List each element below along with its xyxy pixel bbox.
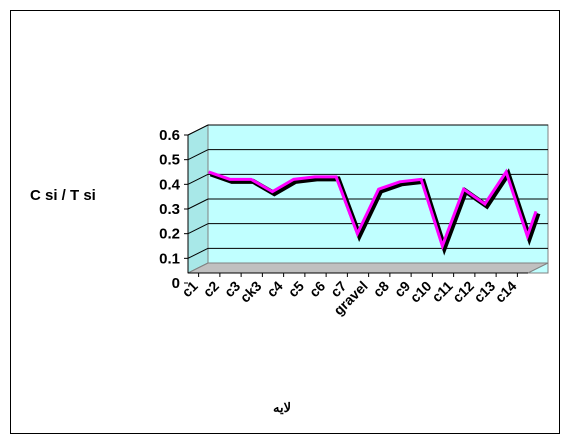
y-tick-label: 0.2	[159, 226, 180, 243]
gridline-side	[187, 247, 209, 259]
y-tick-label: 0	[172, 275, 180, 292]
gridline-side	[187, 223, 209, 235]
floor	[187, 262, 549, 274]
gridline-side	[187, 198, 209, 210]
y-tick-label: 0.3	[159, 201, 180, 218]
y-tick-label: 0.4	[159, 176, 181, 193]
y-tick-label: 0.1	[159, 250, 180, 267]
x-tick-label: c8	[370, 278, 392, 300]
plot-floor	[187, 262, 549, 274]
y-tick-label: 0.5	[159, 152, 180, 169]
side-wall	[187, 124, 209, 274]
y-tick-label: 0.6	[159, 127, 180, 144]
x-tick-label: c2	[200, 278, 222, 300]
x-tick-label: ck3	[237, 278, 265, 306]
gridline-side	[187, 173, 209, 185]
gridline-side	[187, 124, 209, 136]
x-tick-label: c6	[306, 278, 328, 300]
x-tick-label: c4	[263, 278, 285, 300]
x-tick-label: c14	[492, 278, 520, 306]
y-axis-label: C si / T si	[30, 187, 96, 204]
gridlines	[187, 124, 548, 259]
x-tick-labels: c1c2c3ck3c4c5c6c7gravelc8c9c10c11c12c13c…	[178, 273, 520, 318]
x-tick-label: c1	[178, 278, 200, 300]
gridline-side	[187, 149, 209, 161]
axes	[187, 135, 528, 274]
y-tick-labels: 0 0.1 0.2 0.3 0.4 0.5 0.6	[159, 127, 188, 292]
series-line	[208, 168, 541, 256]
x-axis-label: لايه	[273, 400, 291, 415]
x-tick-label: c5	[285, 278, 307, 300]
